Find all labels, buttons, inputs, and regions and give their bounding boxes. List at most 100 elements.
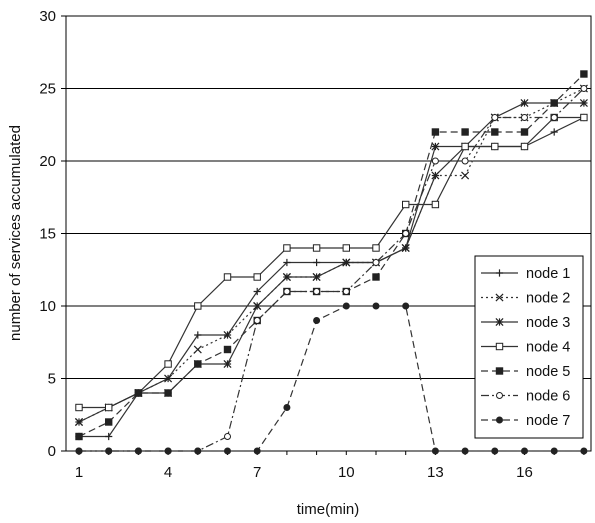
data-point — [105, 418, 113, 426]
y-tick-label: 30 — [39, 8, 56, 25]
data-point — [134, 389, 143, 397]
legend-label: node 5 — [526, 364, 570, 380]
data-point — [491, 128, 499, 136]
series-4 — [75, 113, 588, 412]
series-line — [78, 73, 585, 438]
data-point — [283, 258, 291, 267]
data-point — [402, 200, 410, 209]
data-point — [342, 244, 351, 252]
x-tick-label: 16 — [516, 464, 533, 481]
y-tick-label: 10 — [39, 298, 56, 315]
data-point — [579, 98, 588, 108]
data-point — [253, 287, 261, 296]
series-line — [79, 88, 585, 452]
legend-items: node 1 node 2 node 3 node 4 node 5 node 6 node… — [481, 266, 570, 429]
data-point — [194, 331, 202, 339]
data-point — [313, 288, 321, 295]
data-point — [372, 302, 380, 310]
legend-item-1: node 1 — [481, 266, 570, 282]
data-point — [74, 417, 84, 427]
y-axis-ticks: 0 5 10 15 20 25 30 — [39, 8, 66, 460]
x-axis-ticks: 1 4 7 10 13 16 — [75, 451, 585, 481]
legend-label: node 1 — [526, 266, 570, 282]
data-point — [283, 288, 291, 295]
data-point — [520, 142, 529, 151]
legend-item-4: node 4 — [481, 340, 570, 356]
x-tick-label: 4 — [164, 464, 172, 481]
legend-label: node 6 — [526, 389, 570, 405]
data-point — [550, 114, 558, 121]
data-point — [431, 142, 440, 151]
y-tick-label: 25 — [39, 81, 56, 98]
legend-marker — [495, 342, 504, 351]
x-tick-label: 7 — [253, 464, 261, 481]
data-point — [491, 114, 499, 121]
legend-label: node 2 — [526, 291, 570, 307]
data-point — [253, 273, 261, 281]
series-line — [78, 87, 585, 423]
data-point — [342, 258, 351, 267]
data-point — [224, 433, 231, 440]
data-point — [461, 128, 469, 136]
data-point — [75, 432, 83, 441]
data-point — [580, 113, 588, 122]
legend-marker — [495, 269, 504, 277]
data-point — [105, 432, 113, 441]
data-point — [75, 403, 83, 412]
data-point — [402, 230, 410, 237]
data-point — [461, 157, 469, 165]
data-point — [253, 301, 262, 311]
series-line — [79, 116, 584, 409]
data-point — [580, 85, 588, 92]
data-point — [194, 447, 202, 455]
data-point — [224, 447, 231, 455]
data-point — [461, 447, 469, 455]
data-point — [372, 244, 380, 252]
data-point — [75, 447, 83, 455]
data-point — [491, 447, 499, 455]
legend-marker — [496, 416, 503, 424]
data-point — [401, 243, 410, 253]
data-point — [223, 345, 232, 354]
data-point — [223, 359, 232, 369]
data-point — [431, 447, 439, 455]
data-point — [164, 447, 172, 455]
data-point — [491, 142, 499, 151]
data-point — [105, 403, 113, 412]
data-point — [342, 302, 350, 310]
data-point — [431, 200, 440, 209]
data-point — [402, 302, 410, 310]
data-point — [461, 171, 470, 180]
data-point — [223, 330, 232, 340]
data-point — [313, 317, 321, 324]
data-point — [580, 447, 588, 455]
legend-label: node 7 — [526, 413, 570, 429]
data-point — [431, 128, 440, 136]
y-tick-label: 15 — [39, 226, 56, 243]
data-point — [194, 360, 202, 368]
data-point — [431, 157, 439, 165]
data-point — [164, 389, 172, 397]
y-axis-title: number of services accumulated — [7, 125, 24, 341]
legend-item-6: node 6 — [481, 389, 570, 405]
data-point — [312, 244, 321, 252]
series-7 — [75, 302, 588, 455]
legend-item-2: node 2 — [481, 291, 570, 307]
data-point — [550, 447, 558, 455]
data-point — [253, 447, 261, 455]
series-line — [79, 305, 584, 452]
data-point — [521, 114, 528, 121]
legend-item-5: node 5 — [481, 364, 570, 380]
data-point — [164, 374, 173, 383]
data-point — [520, 98, 529, 108]
data-point — [194, 302, 202, 310]
data-point — [580, 70, 588, 78]
data-point — [550, 99, 558, 107]
data-point — [520, 128, 529, 136]
legend-marker — [495, 367, 504, 375]
data-point — [193, 345, 202, 354]
x-tick-label: 13 — [427, 464, 444, 481]
legend-item-7: node 7 — [481, 413, 570, 429]
y-tick-label: 20 — [39, 153, 56, 170]
data-point — [283, 244, 291, 252]
